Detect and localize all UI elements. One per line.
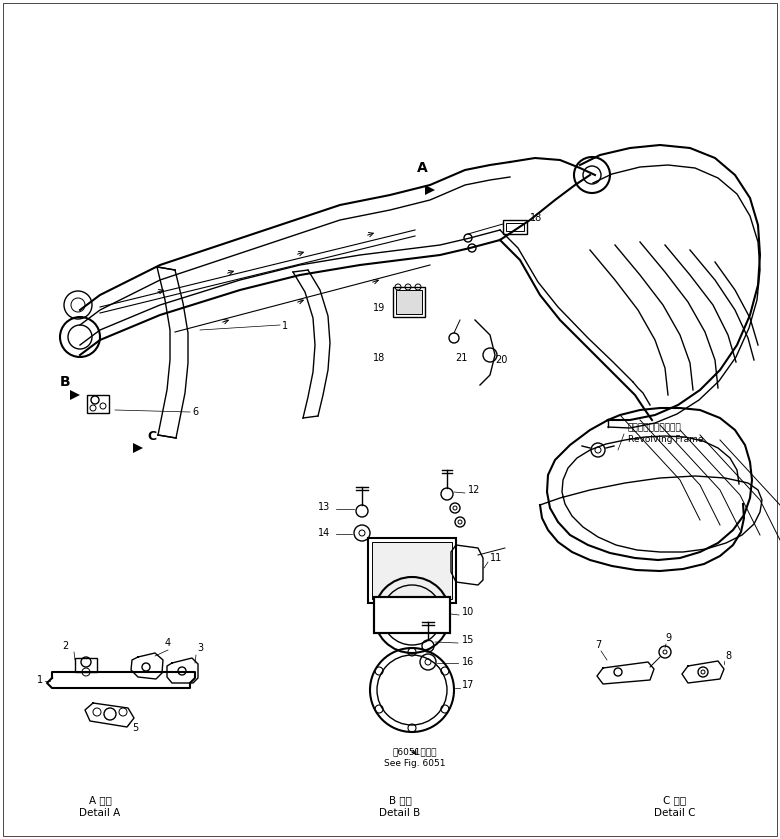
- Text: 10: 10: [462, 607, 474, 617]
- Text: Detail C: Detail C: [654, 808, 696, 818]
- Text: 1: 1: [282, 321, 288, 331]
- Text: 2: 2: [62, 641, 68, 651]
- Text: 14: 14: [318, 528, 330, 538]
- Text: 13: 13: [318, 502, 330, 512]
- Text: 19: 19: [373, 303, 385, 313]
- Polygon shape: [425, 185, 435, 195]
- Bar: [374, 597, 450, 633]
- Bar: [75, 658, 97, 672]
- Bar: [503, 220, 527, 234]
- Bar: [374, 597, 450, 633]
- Polygon shape: [70, 390, 80, 400]
- Text: 8: 8: [725, 651, 731, 661]
- Bar: [368, 538, 456, 603]
- Text: 9: 9: [665, 633, 671, 643]
- Text: Detail B: Detail B: [379, 808, 420, 818]
- Bar: [393, 287, 425, 317]
- Text: 18: 18: [530, 213, 542, 223]
- Text: 4: 4: [165, 638, 171, 648]
- Text: 3: 3: [197, 643, 203, 653]
- Polygon shape: [133, 443, 143, 453]
- Text: B 詳細: B 詳細: [388, 795, 411, 805]
- Bar: [87, 395, 109, 413]
- Text: 21: 21: [455, 353, 467, 363]
- Text: C 詳細: C 詳細: [664, 795, 686, 805]
- Bar: [372, 542, 452, 599]
- Text: 12: 12: [468, 485, 480, 495]
- Text: A: A: [417, 161, 427, 175]
- Bar: [396, 290, 422, 314]
- Text: C: C: [147, 430, 157, 444]
- Text: 17: 17: [462, 680, 474, 690]
- Text: 11: 11: [490, 553, 502, 563]
- Text: See Fig. 6051: See Fig. 6051: [385, 759, 445, 769]
- Text: Revolving Frame: Revolving Frame: [628, 435, 704, 445]
- Text: 16: 16: [462, 657, 474, 667]
- Text: 18: 18: [373, 353, 385, 363]
- Text: 1: 1: [37, 675, 43, 685]
- Text: 第6051回参照: 第6051回参照: [393, 748, 438, 757]
- Text: レボルビングフレーム: レボルビングフレーム: [628, 424, 682, 432]
- Text: A 詳細: A 詳細: [89, 795, 112, 805]
- Text: 5: 5: [132, 723, 138, 733]
- Text: B: B: [60, 375, 70, 389]
- Bar: [506, 223, 524, 231]
- Text: 20: 20: [495, 355, 507, 365]
- Text: 6: 6: [192, 407, 198, 417]
- Text: 7: 7: [595, 640, 601, 650]
- Text: 15: 15: [462, 635, 474, 645]
- Text: Detail A: Detail A: [80, 808, 121, 818]
